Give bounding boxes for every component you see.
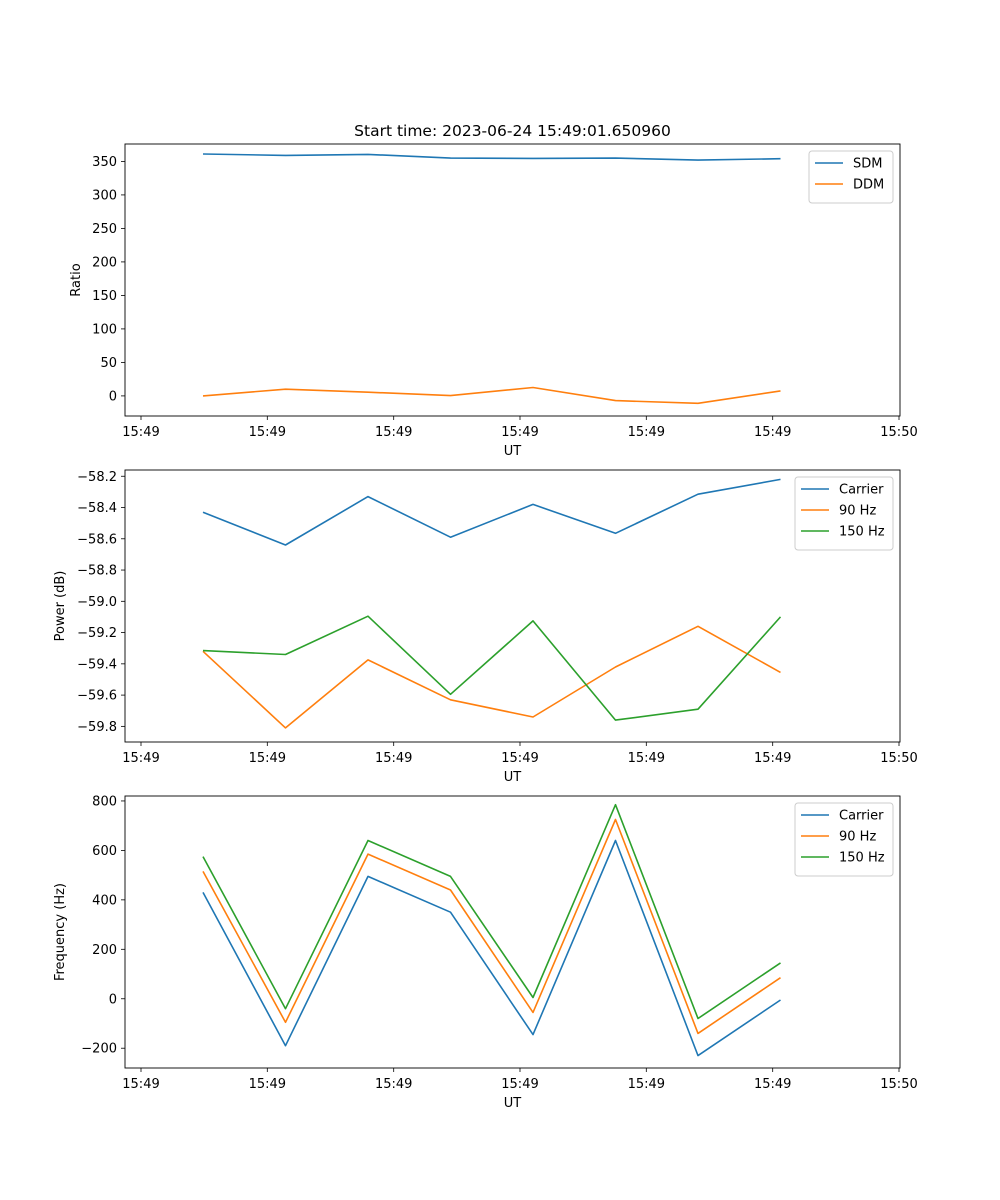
legend-label: 90 Hz	[839, 830, 876, 845]
x-tick-label: 15:49	[249, 1077, 286, 1092]
y-tick-label: −58.6	[77, 532, 117, 547]
y-tick-label: 600	[92, 844, 117, 859]
x-tick-label: 15:49	[501, 751, 538, 766]
plot-frame	[124, 143, 901, 417]
x-tick-label: 15:49	[628, 425, 665, 440]
y-axis-label: Power (dB)	[53, 571, 68, 642]
x-axis-label: UT	[504, 1096, 522, 1111]
x-tick-label: 15:49	[501, 1077, 538, 1092]
legend-label: SDM	[853, 157, 882, 172]
plot-frame	[124, 795, 901, 1069]
legend-label: Carrier	[839, 809, 884, 824]
chart-panel-1: 0 50 100 150 200 250 300 350 15:49 15:49 15:49 15:4…	[69, 143, 918, 459]
x-tick-label: 15:49	[375, 751, 412, 766]
x-tick-label: 15:49	[754, 425, 791, 440]
legend-label: Carrier	[839, 483, 884, 498]
y-tick-label: 400	[92, 893, 117, 908]
x-axis-label: UT	[504, 770, 522, 785]
y-tick-label: 0	[109, 389, 117, 404]
y-tick-label: 200	[92, 943, 117, 958]
y-tick-label: −58.8	[77, 564, 117, 579]
y-tick-label: 0	[109, 992, 117, 1007]
x-tick-label: 15:49	[375, 1077, 412, 1092]
x-tick-label: 15:49	[122, 751, 159, 766]
plot-frame	[124, 469, 901, 743]
chart-panel-3: −200 0 200 400 600 800 15:49 15:49 15:49 15:49 15:…	[53, 794, 918, 1111]
y-tick-label: 150	[92, 289, 117, 304]
x-tick-label: 15:49	[375, 425, 412, 440]
series-line-ddm	[202, 386, 781, 405]
x-tick-label: 15:49	[501, 425, 538, 440]
series-line-carrier	[202, 839, 781, 1057]
series-line-90-hz	[202, 625, 781, 729]
x-tick-label: 15:49	[249, 425, 286, 440]
series-line-carrier	[202, 478, 781, 546]
series-line-90-hz	[202, 818, 781, 1035]
y-tick-label: −59.2	[77, 626, 117, 641]
legend-label: 150 Hz	[839, 525, 885, 540]
x-tick-label: 15:50	[880, 425, 917, 440]
series-line-sdm	[202, 153, 781, 161]
figure-title: Start time: 2023-06-24 15:49:01.650960	[354, 122, 671, 140]
legend: Carrier 90 Hz 150 Hz	[794, 802, 894, 877]
y-tick-label: −59.0	[77, 595, 117, 610]
x-tick-label: 15:49	[754, 1077, 791, 1092]
x-tick-label: 15:50	[880, 751, 917, 766]
y-tick-label: −59.8	[77, 720, 117, 735]
x-tick-label: 15:49	[249, 751, 286, 766]
x-tick-label: 15:50	[880, 1077, 917, 1092]
y-tick-label: 300	[92, 188, 117, 203]
y-tick-label: −59.4	[77, 657, 117, 672]
x-tick-label: 15:49	[628, 1077, 665, 1092]
y-tick-label: −58.2	[77, 470, 117, 485]
y-tick-label: 800	[92, 794, 117, 809]
y-axis-label: Ratio	[69, 263, 84, 296]
y-tick-label: 100	[92, 322, 117, 337]
y-tick-label: 50	[100, 356, 117, 371]
legend-box	[808, 150, 894, 204]
legend-label: 150 Hz	[839, 851, 885, 866]
series-line-150-hz	[202, 615, 782, 721]
x-tick-label: 15:49	[754, 751, 791, 766]
chart-panel-2: −58.2 −58.4 −58.6 −58.8 −59.0 −59.2 −59.4 −59.6…	[53, 469, 918, 785]
legend-label: 90 Hz	[839, 504, 876, 519]
legend: Carrier 90 Hz 150 Hz	[794, 476, 894, 551]
x-tick-label: 15:49	[628, 751, 665, 766]
series-line-150-hz	[202, 803, 781, 1020]
y-tick-label: 200	[92, 255, 117, 270]
y-axis-label: Frequency (Hz)	[53, 883, 68, 981]
y-tick-label: 250	[92, 222, 117, 237]
legend-label: DDM	[853, 178, 884, 193]
y-tick-label: −58.4	[77, 501, 117, 516]
x-tick-label: 15:49	[122, 1077, 159, 1092]
y-tick-label: −200	[81, 1042, 117, 1057]
x-tick-label: 15:49	[122, 425, 159, 440]
x-axis-label: UT	[504, 444, 522, 459]
y-tick-label: 350	[92, 155, 117, 170]
y-tick-label: −59.6	[77, 689, 117, 704]
legend: SDM DDM	[808, 150, 894, 204]
